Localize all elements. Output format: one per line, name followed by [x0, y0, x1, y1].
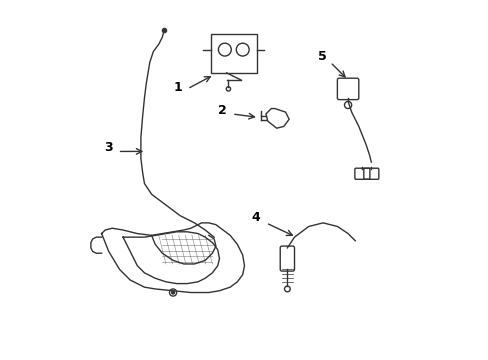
- Text: 4: 4: [251, 211, 260, 224]
- Text: 2: 2: [218, 104, 226, 117]
- Text: 5: 5: [317, 50, 326, 63]
- Circle shape: [171, 291, 174, 294]
- Text: 1: 1: [173, 81, 182, 94]
- Text: 3: 3: [104, 141, 113, 154]
